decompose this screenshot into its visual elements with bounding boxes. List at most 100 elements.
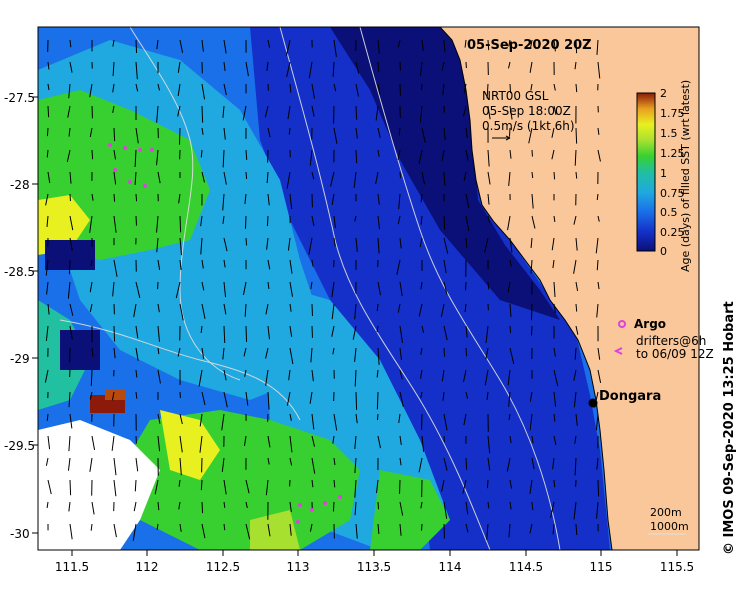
- current-arrow: [89, 391, 93, 400]
- current-arrow: [245, 391, 249, 406]
- current-arrow: [200, 325, 203, 334]
- current-arrow: [223, 479, 227, 495]
- current-arrow: [487, 149, 490, 167]
- current-arrow: [201, 303, 206, 319]
- current-arrow: [440, 303, 445, 318]
- current-arrow: [221, 413, 225, 431]
- current-arrow: [398, 413, 401, 423]
- current-arrow: [574, 435, 577, 444]
- current-arrow: [223, 281, 227, 298]
- current-arrow: [355, 523, 358, 539]
- current-arrow: [46, 281, 49, 295]
- current-arrow: [330, 171, 335, 187]
- current-arrow: [551, 237, 555, 251]
- current-arrow: [597, 215, 600, 222]
- current-arrow: [90, 369, 93, 386]
- current-arrow: [46, 501, 49, 509]
- current-arrow: [465, 237, 468, 248]
- current-arrow: [244, 303, 247, 317]
- current-arrow: [198, 369, 203, 387]
- current-arrow: [418, 457, 423, 473]
- x-tick-label: 112.5: [206, 560, 240, 574]
- current-arrow: [462, 479, 467, 494]
- current-arrow: [175, 281, 181, 299]
- current-arrow: [331, 193, 335, 205]
- current-arrow: [68, 83, 71, 99]
- current-arrow: [443, 237, 449, 254]
- current-arrow: [575, 303, 578, 312]
- current-arrow: [156, 237, 159, 253]
- current-arrow: [132, 523, 137, 541]
- current-arrow: [285, 39, 291, 56]
- current-arrow: [113, 149, 116, 160]
- current-arrow: [308, 61, 313, 79]
- current-arrow: [442, 391, 445, 401]
- current-arrow: [157, 83, 160, 91]
- current-arrow: [289, 413, 292, 421]
- current-arrow: [399, 347, 403, 360]
- argo-label: Argo: [634, 317, 666, 331]
- current-arrow: [135, 281, 141, 299]
- y-axis-ticks: [32, 96, 38, 534]
- current-arrow: [91, 501, 95, 515]
- current-arrow: [133, 303, 137, 318]
- current-arrow: [288, 369, 291, 381]
- green-zone-coast: [370, 470, 450, 550]
- current-arrow: [465, 325, 468, 338]
- current-arrow: [552, 259, 555, 269]
- current-arrow: [531, 215, 536, 229]
- current-arrow: [179, 39, 184, 53]
- current-arrow: [507, 281, 511, 293]
- current-arrow: [575, 281, 579, 292]
- current-arrow: [397, 149, 401, 160]
- current-arrow: [397, 215, 401, 225]
- current-arrow: [331, 303, 335, 320]
- current-arrow: [354, 501, 357, 516]
- current-arrow: [332, 501, 335, 512]
- current-arrow: [509, 83, 512, 94]
- current-arrow: [242, 105, 247, 121]
- current-arrow: [286, 61, 291, 77]
- current-arrow: [465, 501, 469, 515]
- current-arrow: [134, 171, 137, 185]
- current-arrow: [530, 83, 533, 91]
- current-arrow: [201, 105, 204, 123]
- contour-label-1000: 1000m: [650, 520, 689, 533]
- current-arrow: [311, 435, 316, 447]
- current-arrow: [529, 479, 533, 494]
- current-arrow: [223, 237, 228, 252]
- current-arrow: [443, 127, 446, 141]
- current-arrow: [508, 413, 511, 421]
- current-arrow: [575, 413, 578, 426]
- current-arrow: [463, 369, 467, 382]
- current-arrow: [377, 435, 381, 449]
- current-arrow: [223, 39, 227, 54]
- current-arrow: [553, 171, 556, 180]
- current-arrow: [47, 83, 50, 91]
- current-arrow: [244, 369, 247, 377]
- current-arrow: [377, 347, 380, 365]
- current-arrow: [354, 303, 357, 320]
- current-arrow: [286, 171, 291, 189]
- current-arrow: [443, 457, 448, 471]
- current-arrow: [201, 83, 206, 100]
- current-arrow: [200, 237, 203, 255]
- map-title: 05-Sep-2020 20Z: [467, 38, 592, 53]
- current-arrow: [596, 501, 599, 519]
- y-tick-label: -30: [10, 527, 30, 541]
- current-arrow: [355, 61, 360, 74]
- current-arrow: [267, 523, 271, 537]
- current-arrow: [377, 501, 380, 510]
- current-arrow: [308, 237, 313, 255]
- current-arrow: [397, 303, 401, 313]
- current-arrow: [223, 303, 227, 315]
- current-arrow: [178, 193, 181, 204]
- current-arrow: [597, 347, 601, 360]
- current-arrow: [399, 391, 404, 407]
- current-arrow: [420, 83, 423, 90]
- current-arrow: [442, 83, 445, 96]
- current-arrow: [397, 39, 401, 48]
- current-arrow: [486, 83, 489, 99]
- current-arrow: [596, 193, 599, 201]
- current-arrow: [597, 369, 602, 383]
